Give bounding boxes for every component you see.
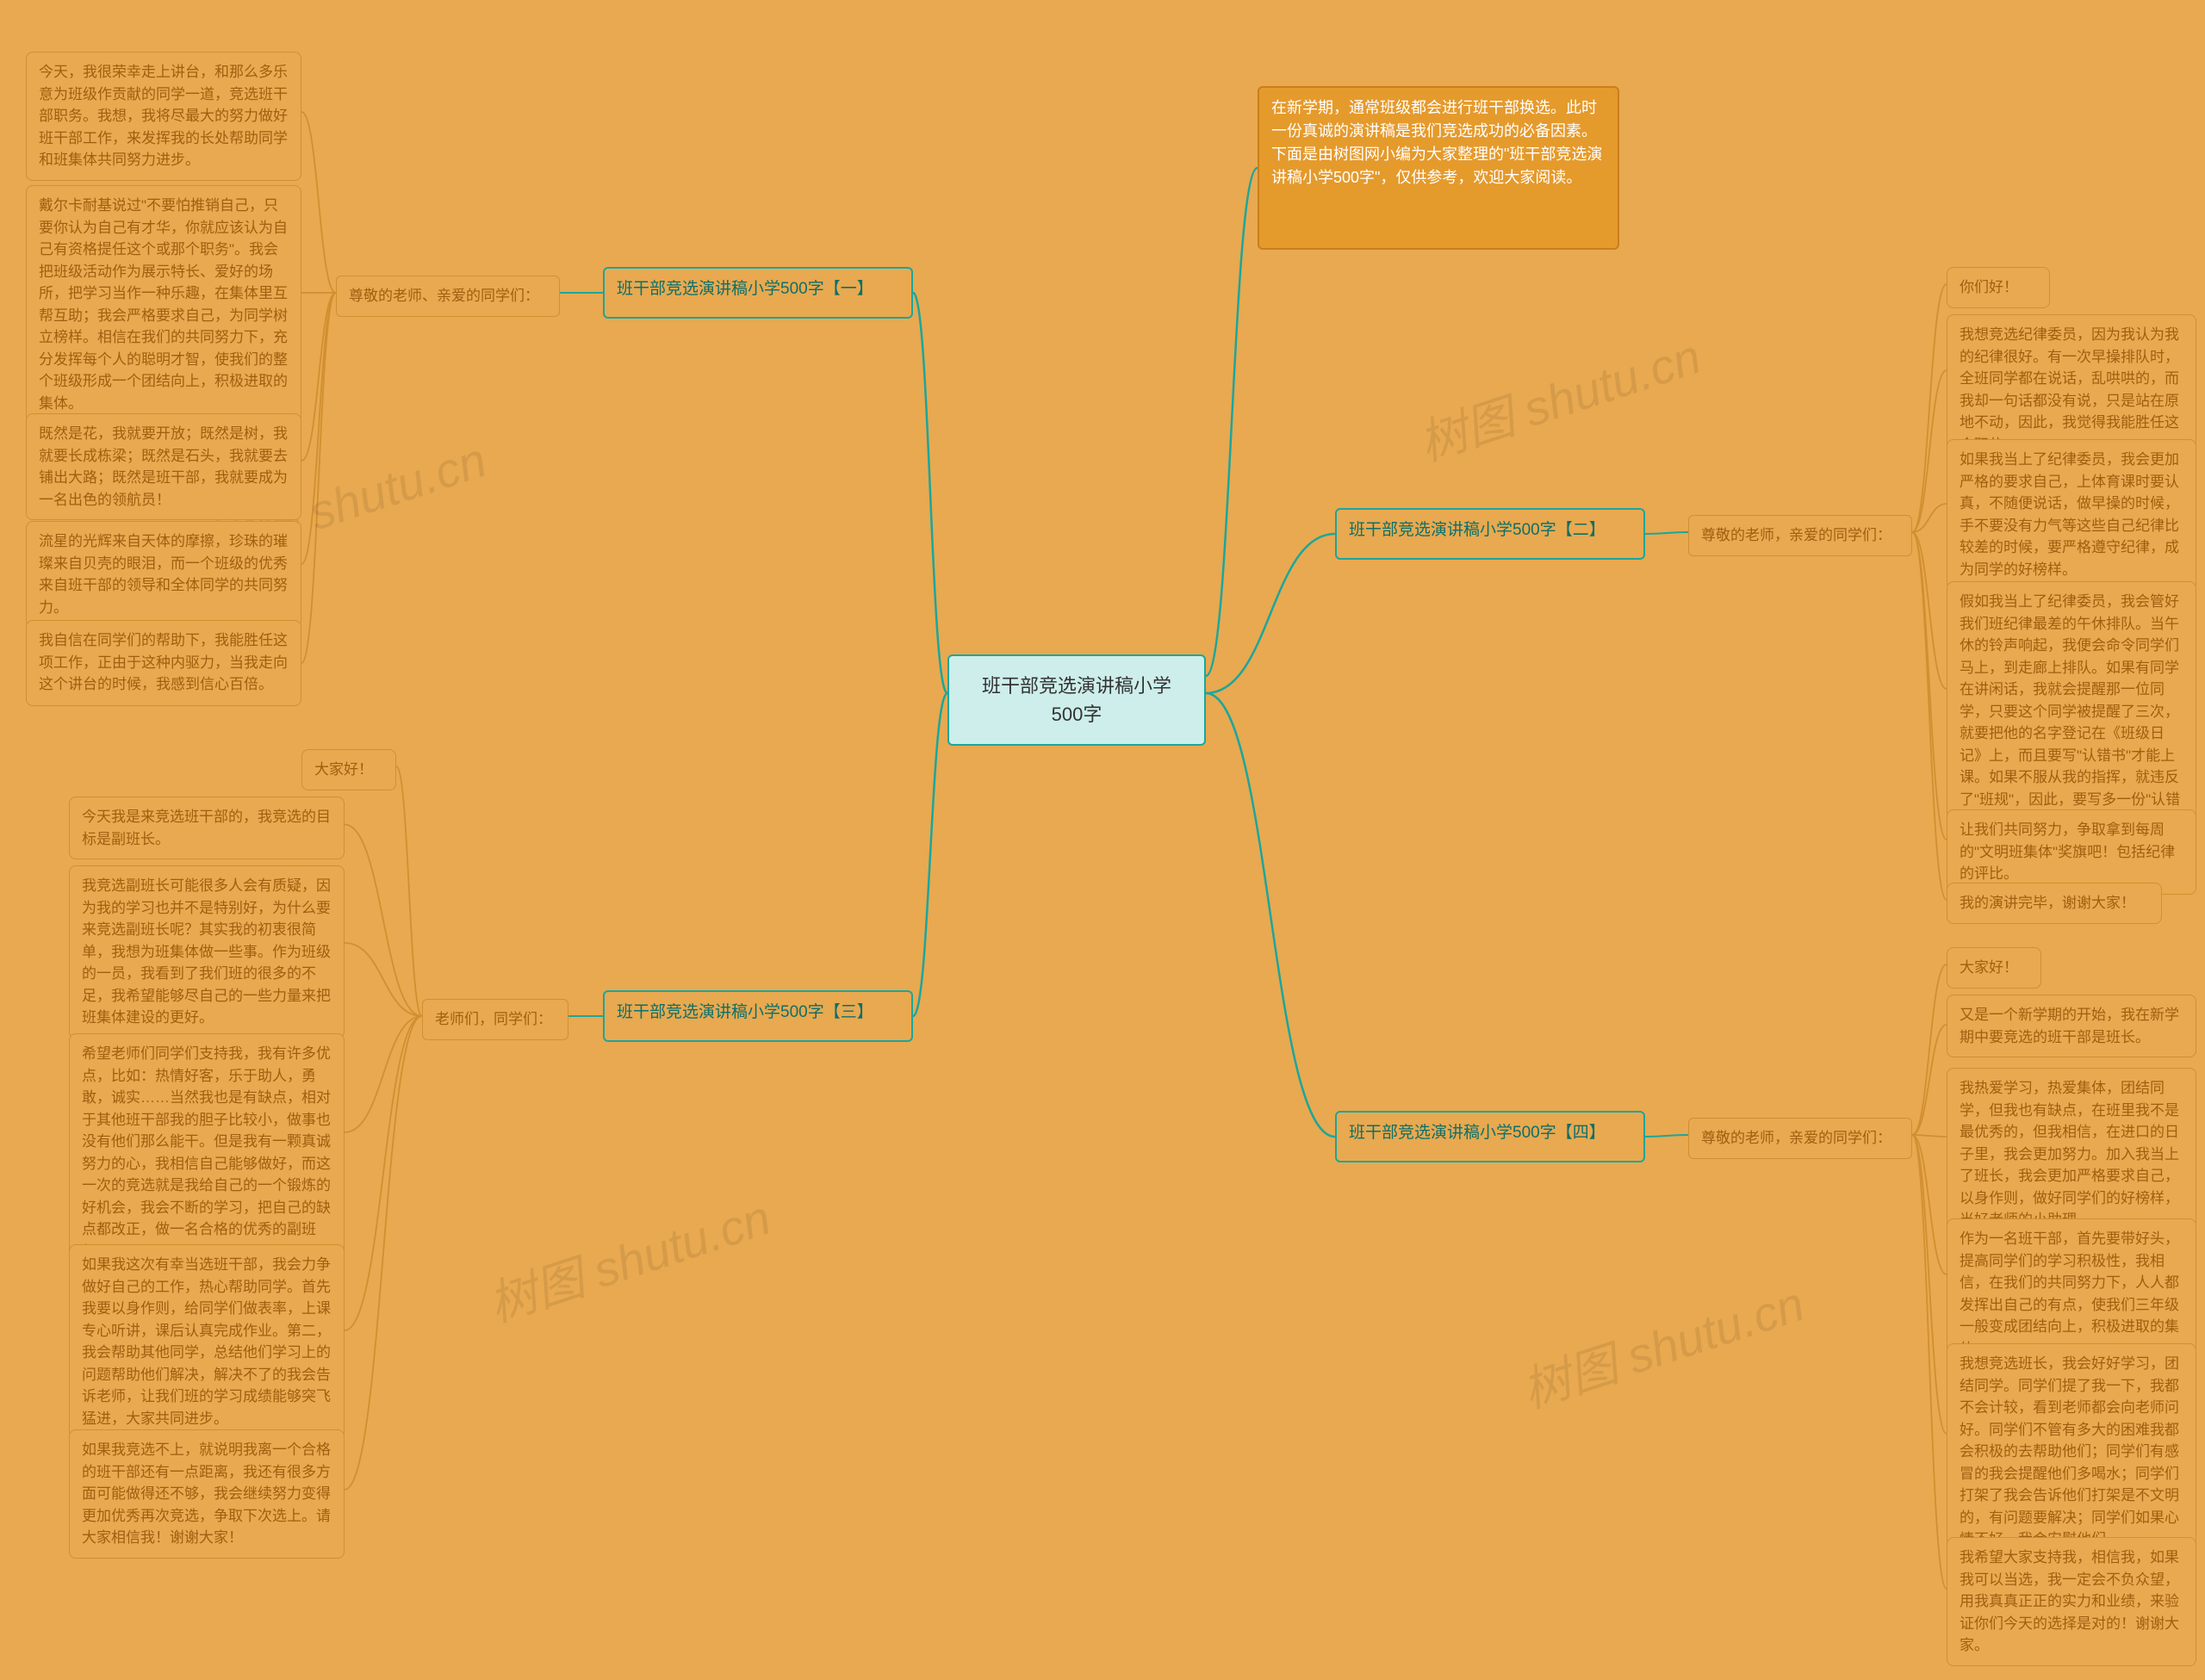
leaf-b1-2: 既然是花，我就要开放；既然是树，我就要长成栋梁；既然是石头，我就要去铺出大路；既… bbox=[26, 413, 301, 520]
leaf-b3-5: 如果我竞选不上，就说明我离一个合格的班干部还有一点距离，我还有很多方面可能做得还… bbox=[69, 1429, 345, 1559]
watermark: 树图 shutu.cn bbox=[1409, 319, 1709, 475]
sub-b3: 老师们，同学们： bbox=[422, 999, 568, 1040]
leaf-b1-4: 我自信在同学们的帮助下，我能胜任这项工作，正由于这种内驱力，当我走向这个讲台的时… bbox=[26, 620, 301, 706]
watermark: 树图 shutu.cn bbox=[1512, 1266, 1812, 1423]
sub-b1: 尊敬的老师、亲爱的同学们： bbox=[336, 276, 560, 317]
leaf-b2-5: 我的演讲完毕，谢谢大家！ bbox=[1947, 883, 2162, 924]
leaf-b1-3: 流星的光辉来自天体的摩擦，珍珠的璀璨来自贝壳的眼泪，而一个班级的优秀来自班干部的… bbox=[26, 521, 301, 628]
leaf-b4-5: 我希望大家支持我，相信我，如果我可以当选，我一定会不负众望，用我真真正正的实力和… bbox=[1947, 1537, 2196, 1666]
leaf-b3-3: 希望老师们同学们支持我，我有许多优点，比如：热情好客，乐于助人，勇敢，诚实……当… bbox=[69, 1033, 345, 1272]
leaf-b2-0: 你们好！ bbox=[1947, 267, 2050, 308]
watermark: 树图 shutu.cn bbox=[479, 1180, 779, 1336]
leaf-b2-4: 让我们共同努力，争取拿到每周的"文明班集体"奖旗吧！包括纪律的评比。 bbox=[1947, 809, 2196, 895]
leaf-b3-2: 我竞选副班长可能很多人会有质疑，因为我的学习也并不是特别好，为什么要来竞选副班长… bbox=[69, 865, 345, 1038]
leaf-b4-0: 大家好！ bbox=[1947, 947, 2041, 989]
root-node: 班干部竞选演讲稿小学500字 bbox=[947, 654, 1206, 746]
leaf-b4-2: 我热爱学习，热爱集体，团结同学，但我也有缺点，在班里我不是最优秀的，但我相信，在… bbox=[1947, 1068, 2196, 1241]
leaf-b3-0: 大家好！ bbox=[301, 749, 396, 790]
branch-b3: 班干部竞选演讲稿小学500字【三】 bbox=[603, 990, 913, 1042]
leaf-b1-1: 戴尔卡耐基说过"不要怕推销自己，只要你认为自己有才华，你就应该认为自己有资格提任… bbox=[26, 185, 301, 424]
branch-b4: 班干部竞选演讲稿小学500字【四】 bbox=[1335, 1111, 1645, 1162]
sub-b2: 尊敬的老师，亲爱的同学们： bbox=[1688, 515, 1912, 556]
leaf-b3-4: 如果我这次有幸当选班干部，我会力争做好自己的工作，热心帮助同学。首先我要以身作则… bbox=[69, 1244, 345, 1439]
leaf-b3-1: 今天我是来竞选班干部的，我竞选的目标是副班长。 bbox=[69, 797, 345, 859]
sub-b4: 尊敬的老师，亲爱的同学们： bbox=[1688, 1118, 1912, 1159]
leaf-b4-4: 我想竞选班长，我会好好学习，团结同学。同学们提了我一下，我都不会计较，看到老师都… bbox=[1947, 1343, 2196, 1560]
leaf-b1-0: 今天，我很荣幸走上讲台，和那么多乐意为班级作贡献的同学一道，竞选班干部职务。我想… bbox=[26, 52, 301, 181]
branch-b2: 班干部竞选演讲稿小学500字【二】 bbox=[1335, 508, 1645, 560]
intro-box: 在新学期，通常班级都会进行班干部换选。此时一份真诚的演讲稿是我们竞选成功的必备因… bbox=[1258, 86, 1619, 250]
branch-b1: 班干部竞选演讲稿小学500字【一】 bbox=[603, 267, 913, 319]
leaf-b4-1: 又是一个新学期的开始，我在新学期中要竞选的班干部是班长。 bbox=[1947, 995, 2196, 1057]
leaf-b2-2: 如果我当上了纪律委员，我会更加严格的要求自己，上体育课时要认真，不随便说话，做早… bbox=[1947, 439, 2196, 590]
